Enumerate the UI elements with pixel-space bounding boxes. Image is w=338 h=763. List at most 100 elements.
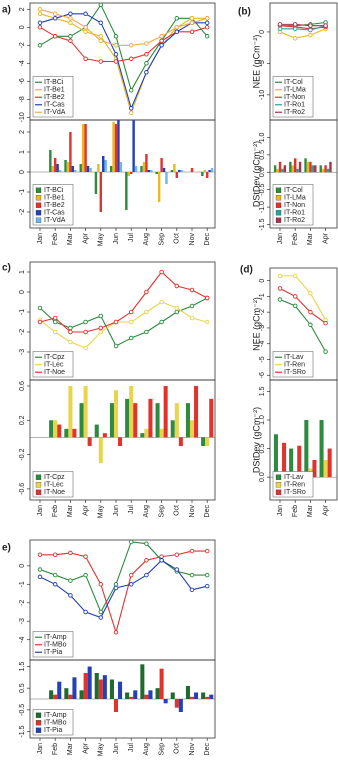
bar [162,168,166,172]
legend-label: IT-Col [284,79,303,86]
bar [64,428,69,438]
bar [57,681,62,699]
bar [58,170,62,172]
legend-label: IT-Lav [284,474,304,481]
x-tick-label: Feb [292,233,299,245]
x-tick-label: May [98,743,105,757]
bar [118,437,123,446]
x-tick-label: Mar [67,742,74,755]
series-line [39,271,208,333]
point [174,309,180,315]
point [308,23,313,28]
bar [147,170,151,172]
point [204,572,210,578]
bar [83,386,88,438]
panel-label: (d) [240,265,253,276]
point [83,554,88,559]
bar [97,164,100,172]
x-tick-label: Mar [307,232,314,245]
y-tick-label: -2 [19,329,26,335]
bar [68,386,73,438]
point [52,552,58,558]
bar [148,398,153,438]
point [98,20,104,26]
bar [72,428,77,438]
series-line [39,559,208,619]
point [37,552,43,558]
point [68,34,73,39]
bar [113,390,119,438]
bar [79,690,84,699]
x-tick-label: Jun [113,233,120,244]
point [174,552,180,558]
point [292,35,298,41]
x-tick-label: Sep [158,743,165,756]
point [323,320,328,326]
legend-label: IT-Be2 [44,94,65,101]
point [144,289,149,295]
bar [133,690,138,699]
y-tick-label: -4 [19,636,26,642]
legend-swatch [275,489,282,495]
x-tick-label: Sep [158,233,165,246]
bar [178,170,181,172]
point [204,34,210,39]
bar [319,165,322,173]
y-tick-label: -4 [19,60,26,66]
x-tick-label: May [98,505,105,519]
bar [163,386,168,438]
point [113,582,119,587]
series-line [39,8,208,46]
point [204,583,210,589]
y-tick-label: 0.5 [259,444,266,454]
bar [125,398,130,438]
y-axis-label: NEE (gCm⁻²) [251,297,261,351]
series-line [39,301,208,349]
point [323,23,328,28]
point [204,548,210,554]
bar [304,158,307,173]
point [189,29,195,35]
y-tick-label: 1.5 [19,662,26,672]
bar [140,166,143,172]
point [52,582,58,587]
legend-label: IT-Lec [44,482,64,489]
bar [289,448,294,478]
legend-swatch [35,712,42,718]
legend-swatch [35,202,42,208]
bar [210,168,214,172]
bar [144,694,149,699]
point [204,319,210,325]
bar [312,460,317,478]
point [98,325,104,331]
y-tick-label: -1 [19,189,26,195]
bar [99,172,103,212]
y-tick-label: -3 [259,325,266,331]
point [52,315,58,321]
x-tick-label: Oct [174,505,181,516]
bar [144,428,149,438]
y-tick-label: -3 [19,618,26,624]
bar [194,692,199,699]
bar [291,165,294,173]
bar [180,170,183,172]
bar [119,162,123,172]
x-tick-label: Jan [277,505,284,516]
legend-label: IT-Noe [44,369,65,376]
series-line [39,13,208,115]
y-tick-label: 0.0 [259,167,266,177]
bar [79,403,84,438]
point [83,572,88,578]
y-tick-label: 0 [19,564,26,568]
legend-swatch [35,727,42,733]
point [128,539,134,545]
point [308,309,313,315]
y-tick-label: -1 [259,293,266,299]
point [174,567,180,572]
point [277,286,283,291]
bar [201,172,204,176]
point [292,273,298,279]
x-tick-label: Jun [113,743,120,754]
point [128,106,134,111]
point [37,567,43,572]
